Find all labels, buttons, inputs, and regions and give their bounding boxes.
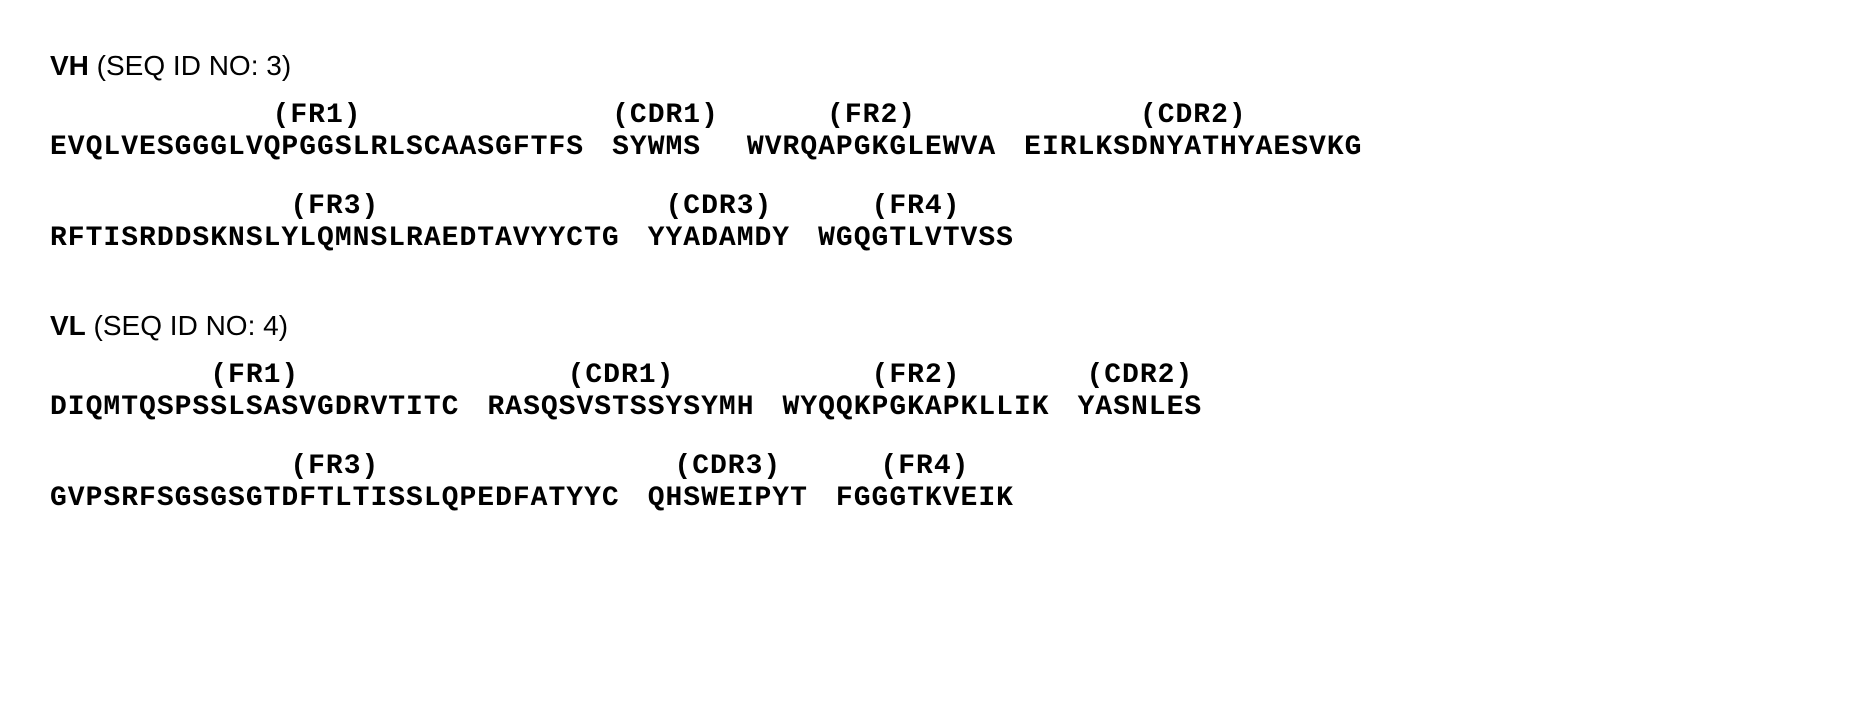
region-seq: SYWMS [612, 132, 719, 163]
region-seq: DIQMTQSPSSLSASVGDRVTITC [50, 392, 459, 423]
vh-title: VH (SEQ ID NO: 3) [50, 50, 1808, 82]
region-seq: RASQSVSTSSYSYMH [487, 392, 754, 423]
seq-block: (FR1) DIQMTQSPSSLSASVGDRVTITC [50, 360, 459, 423]
vl-line1: (FR1) DIQMTQSPSSLSASVGDRVTITC (CDR1) RAS… [50, 360, 1808, 423]
seq-block: (CDR3) YYADAMDY [648, 191, 790, 254]
seq-block: (FR4) WGQGTLVTVSS [818, 191, 1014, 254]
region-label: (FR3) [50, 451, 620, 483]
region-seq: EVQLVESGGGLVQPGGSLRLSCAASGFTFS [50, 132, 584, 163]
seq-block: (CDR2) YASNLES [1078, 360, 1203, 423]
region-label: (CDR3) [648, 451, 808, 483]
seq-block: (FR2) WVRQAPGKGLEWVA [747, 100, 996, 163]
vh-line1: (FR1) EVQLVESGGGLVQPGGSLRLSCAASGFTFS (CD… [50, 100, 1808, 163]
seq-block: (FR3) RFTISRDDSKNSLYLQMNSLRAEDTAVYYCTG [50, 191, 620, 254]
region-label: (FR2) [747, 100, 996, 132]
seq-block: (CDR1) RASQSVSTSSYSYMH [487, 360, 754, 423]
region-label: (CDR1) [487, 360, 754, 392]
vl-title-rest: (SEQ ID NO: 4) [86, 310, 288, 341]
vl-title: VL (SEQ ID NO: 4) [50, 310, 1808, 342]
region-seq: FGGGTKVEIK [836, 483, 1014, 514]
region-seq: WVRQAPGKGLEWVA [747, 132, 996, 163]
region-label: (FR1) [50, 100, 584, 132]
region-seq: EIRLKSDNYATHYAESVKG [1024, 132, 1362, 163]
region-label: (CDR1) [612, 100, 719, 132]
region-seq: WYQQKPGKAPKLLIK [783, 392, 1050, 423]
region-label: (CDR2) [1024, 100, 1362, 132]
region-seq: RFTISRDDSKNSLYLQMNSLRAEDTAVYYCTG [50, 223, 620, 254]
region-seq: QHSWEIPYT [648, 483, 808, 514]
vh-title-rest: (SEQ ID NO: 3) [89, 50, 291, 81]
region-label: (FR1) [50, 360, 459, 392]
seq-block: (CDR3) QHSWEIPYT [648, 451, 808, 514]
seq-block: (FR1) EVQLVESGGGLVQPGGSLRLSCAASGFTFS [50, 100, 584, 163]
region-label: (CDR2) [1078, 360, 1203, 392]
seq-block: (FR4) FGGGTKVEIK [836, 451, 1014, 514]
region-label: (CDR3) [648, 191, 790, 223]
region-label: (FR2) [783, 360, 1050, 392]
seq-block: (CDR1) SYWMS [612, 100, 719, 163]
vl-title-bold: VL [50, 310, 86, 341]
seq-block: (CDR2) EIRLKSDNYATHYAESVKG [1024, 100, 1362, 163]
vh-line2: (FR3) RFTISRDDSKNSLYLQMNSLRAEDTAVYYCTG (… [50, 191, 1808, 254]
region-seq: GVPSRFSGSGSGTDFTLTISSLQPEDFATYYC [50, 483, 620, 514]
vl-line2: (FR3) GVPSRFSGSGSGTDFTLTISSLQPEDFATYYC (… [50, 451, 1808, 514]
seq-block: (FR3) GVPSRFSGSGSGTDFTLTISSLQPEDFATYYC [50, 451, 620, 514]
region-label: (FR4) [818, 191, 1014, 223]
region-label: (FR3) [50, 191, 620, 223]
region-label: (FR4) [836, 451, 1014, 483]
vh-title-bold: VH [50, 50, 89, 81]
region-seq: WGQGTLVTVSS [818, 223, 1014, 254]
region-seq: YASNLES [1078, 392, 1203, 423]
region-seq: YYADAMDY [648, 223, 790, 254]
seq-block: (FR2) WYQQKPGKAPKLLIK [783, 360, 1050, 423]
